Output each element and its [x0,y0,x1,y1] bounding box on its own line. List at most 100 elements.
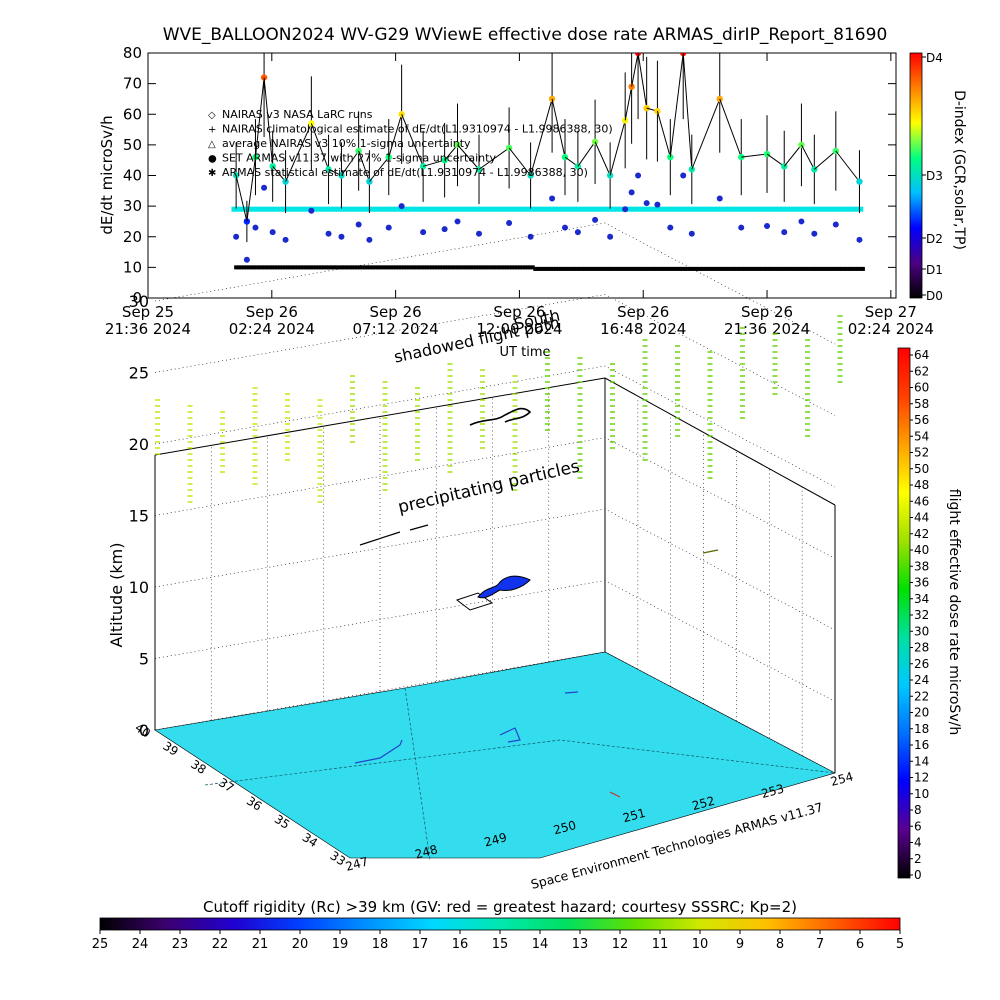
armas-low-point [243,256,250,263]
armas-statistical-point [659,266,664,271]
armas-statistical-point [835,266,840,271]
armas-statistical-point [257,265,262,270]
armas-statistical-point [332,265,337,270]
nairas-climatology-point [479,206,485,212]
nairas-climatology-point [726,206,732,212]
armas-statistical-point [724,266,729,271]
d-index-tick-label: D1 [926,263,943,277]
armas-statistical-point [695,266,700,271]
nairas-climatology-point [413,206,419,212]
armas-statistical-point [597,266,602,271]
box-frame [154,222,836,774]
nairas-climatology-point [475,206,481,212]
armas-statistical-point [649,266,654,271]
armas-statistical-point [388,265,393,270]
armas-statistical-point [605,266,610,271]
latitude-tick-label: 39 [160,739,180,759]
armas-statistical-point [641,266,646,271]
armas-low-point [355,221,362,228]
armas-statistical-point [773,266,778,271]
armas-connector [719,98,742,158]
cutoff-rigidity-tick-label: 18 [372,937,389,952]
nairas-climatology-point [421,206,427,212]
armas-statistical-point [636,266,641,271]
altitude-grid-line [154,508,836,631]
armas-statistical-point [827,266,832,271]
y-tick-label: 40 [123,167,142,185]
armas-statistical-point [308,265,313,270]
nairas-climatology-point [448,206,454,212]
y-tick-label: 10 [123,258,142,276]
cutoff-rigidity-colorbar: Cutoff rigidity (Rc) >39 km (GV: red = g… [92,898,904,952]
armas-statistical-point [553,266,558,271]
armas-statistical-point [621,266,626,271]
armas-statistical-point [853,266,858,271]
armas-connector [669,53,684,158]
armas-statistical-point [468,265,473,270]
armas-statistical-point [693,266,698,271]
nairas-climatology-point [583,206,589,212]
armas-low-point [338,233,345,240]
armas-statistical-point [664,266,669,271]
armas-statistical-point [401,265,406,270]
x-tick-label-time: 02:24 2024 [229,320,315,338]
armas-connector [341,150,360,176]
armas-statistical-point [749,266,754,271]
d-index-tick-label: D2 [926,232,943,246]
armas-statistical-point [363,265,368,270]
cutoff-rigidity-tick-label: 17 [412,937,429,952]
armas-statistical-point [489,265,494,270]
armas-statistical-point [760,266,765,271]
armas-connector [401,114,424,167]
longitude-tick-label: 253 [760,782,786,801]
nairas-climatology-point [533,206,539,212]
nairas-climatology-point [401,206,407,212]
top-y-axis-label: dE/dt microSv/h [98,115,116,234]
armas-connector [682,53,693,170]
nairas-climatology-point [614,206,620,212]
armas-flight-point [856,178,863,185]
armas-connector [624,86,633,121]
armas-statistical-point [247,265,252,270]
nairas-climatology-point [452,206,458,212]
nairas-climatology-point [835,206,841,212]
dose-tick-label: 50 [914,462,929,476]
nairas-climatology-point [858,206,864,212]
nairas-climatology-point [792,206,798,212]
armas-low-point [628,189,635,196]
nairas-climatology-point [811,206,817,212]
y-tick-label: 60 [123,105,142,123]
nairas-climatology-point [699,206,705,212]
legend-label: SET ARMAS v11.37 with 27% 1-sigma uncert… [222,152,496,165]
armas-low-point [325,230,332,237]
nairas-climatology-point [660,206,666,212]
x-tick-label-date: Sep 26 [246,303,298,321]
armas-statistical-point [559,266,564,271]
armas-statistical-point [365,265,370,270]
dose-tick-label: 58 [914,397,929,411]
armas-statistical-point [450,265,455,270]
armas-statistical-point [657,266,662,271]
armas-statistical-point [796,266,801,271]
flight-track-ascent [359,524,429,546]
flight-track-descent [702,549,719,554]
dose-tick-label: 56 [914,413,929,427]
legend-label: NAIRAS climatological estimate of dE/dt(… [222,123,613,136]
nairas-climatology-point [618,206,624,212]
armas-statistical-series [234,265,865,271]
armas-statistical-point [391,265,396,270]
flight-box-marker [455,592,494,611]
dose-tick-label: 10 [914,787,929,801]
armas-statistical-point [566,266,571,271]
altitude-ticks: 0 5 10 15 20 25 30 [129,292,149,740]
armas-statistical-point [822,266,827,271]
legend-label: NAIRAS v3 NASA LaRC runs [222,108,373,121]
nairas-climatology-point [757,206,763,212]
armas-statistical-point [334,265,339,270]
armas-statistical-point [357,265,362,270]
nairas-climatology-point [498,206,504,212]
latitude-tick-label: 36 [244,794,264,814]
armas-statistical-point [791,266,796,271]
armas-statistical-point [360,265,365,270]
